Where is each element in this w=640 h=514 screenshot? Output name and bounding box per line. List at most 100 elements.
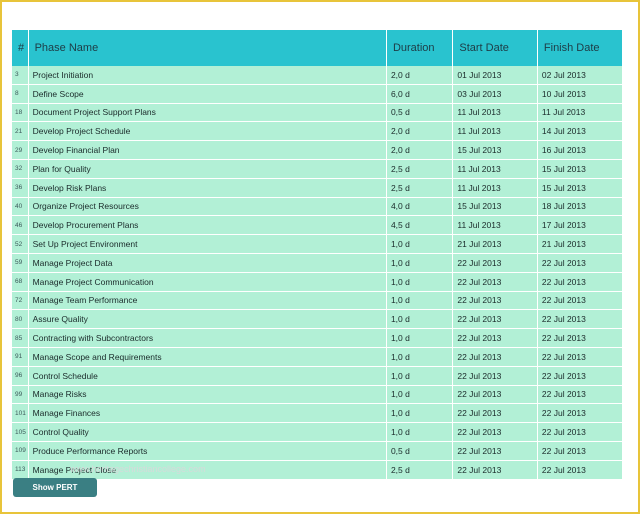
row-number: 59	[12, 253, 29, 273]
table-row[interactable]: 105 Control Quality 1,0 d 22 Jul 2013 22 Jul…	[12, 422, 622, 442]
table-row[interactable]: 40 Organize Project Resources 4,0 d 15 Jul …	[12, 197, 622, 217]
table-row[interactable]: 109 Produce Performance Reports 0,5 d 22 Ju…	[12, 441, 622, 461]
duration-cell: 1,0 d	[386, 328, 454, 348]
table-row[interactable]: 32 Plan for Quality 2,5 d 11 Jul 2013 15 Jul…	[12, 159, 622, 179]
table-row[interactable]: 59 Manage Project Data 1,0 d 22 Jul 2013 22 …	[12, 253, 622, 273]
duration-cell: 1,0 d	[386, 366, 454, 386]
table-row[interactable]: 72 Manage Team Performance 1,0 d 22 Jul 201…	[12, 291, 622, 311]
row-number: 85	[12, 328, 29, 348]
phase-name-cell: Document Project Support Plans	[28, 103, 387, 123]
row-number: 29	[12, 140, 29, 160]
phase-name-cell: Assure Quality	[28, 309, 387, 330]
finish-date-cell: 11 Jul 2013	[537, 103, 622, 123]
finish-date-cell: 10 Jul 2013	[537, 84, 622, 104]
table-row[interactable]: 52 Set Up Project Environment 1,0 d 21 Jul …	[12, 234, 622, 254]
phase-name-cell: Define Scope	[28, 84, 387, 104]
phase-name-cell: Develop Procurement Plans	[28, 215, 387, 236]
finish-date-cell: 16 Jul 2013	[537, 140, 622, 160]
row-number: 8	[12, 84, 29, 104]
finish-date-cell: 22 Jul 2013	[537, 272, 622, 292]
header-phase-name[interactable]: Phase Name	[28, 30, 387, 66]
finish-date-cell: 14 Jul 2013	[537, 121, 622, 142]
start-date-cell: 15 Jul 2013	[452, 197, 538, 217]
start-date-cell: 22 Jul 2013	[452, 272, 538, 292]
phase-name-cell: Manage Project Communication	[28, 272, 387, 292]
table-header: # Phase Name Duration Start Date Finish …	[12, 30, 622, 66]
phase-name-cell: Manage Scope and Requirements	[28, 347, 387, 367]
table-row[interactable]: 99 Manage Risks 1,0 d 22 Jul 2013 22 Jul 201…	[12, 385, 622, 405]
row-number: 96	[12, 366, 29, 386]
row-number: 105	[12, 422, 29, 442]
header-duration[interactable]: Duration	[386, 30, 454, 66]
start-date-cell: 22 Jul 2013	[452, 328, 538, 348]
phase-name-cell: Manage Project Close	[28, 460, 387, 480]
finish-date-cell: 22 Jul 2013	[537, 403, 622, 424]
finish-date-cell: 22 Jul 2013	[537, 347, 622, 367]
duration-cell: 1,0 d	[386, 309, 454, 330]
table-row[interactable]: 80 Assure Quality 1,0 d 22 Jul 2013 22 Jul 2…	[12, 309, 622, 330]
table-row[interactable]: 29 Develop Financial Plan 2,0 d 15 Jul 2013…	[12, 140, 622, 160]
duration-cell: 2,0 d	[386, 121, 454, 142]
finish-date-cell: 22 Jul 2013	[537, 422, 622, 442]
phase-table-container: # Phase Name Duration Start Date Finish …	[12, 30, 622, 480]
start-date-cell: 22 Jul 2013	[452, 403, 538, 424]
duration-cell: 2,0 d	[386, 140, 454, 160]
table-row[interactable]: 96 Control Schedule 1,0 d 22 Jul 2013 22 Jul…	[12, 366, 622, 386]
row-number: 68	[12, 272, 29, 292]
start-date-cell: 22 Jul 2013	[452, 385, 538, 405]
start-date-cell: 22 Jul 2013	[452, 253, 538, 273]
table-row[interactable]: 36 Develop Risk Plans 2,5 d 11 Jul 2013 15 J…	[12, 178, 622, 198]
row-number: 36	[12, 178, 29, 198]
phase-name-cell: Manage Risks	[28, 385, 387, 405]
finish-date-cell: 21 Jul 2013	[537, 234, 622, 254]
table-row[interactable]: 68 Manage Project Communication 1,0 d 22 Ju…	[12, 272, 622, 292]
finish-date-cell: 22 Jul 2013	[537, 291, 622, 311]
phase-name-cell: Control Quality	[28, 422, 387, 442]
duration-cell: 4,0 d	[386, 197, 454, 217]
table-row[interactable]: 85 Contracting with Subcontractors 1,0 d 22…	[12, 328, 622, 348]
row-number: 18	[12, 103, 29, 123]
table-row[interactable]: 113 Manage Project Close 2,5 d 22 Jul 2013 2…	[12, 460, 622, 480]
finish-date-cell: 22 Jul 2013	[537, 366, 622, 386]
table-row[interactable]: 101 Manage Finances 1,0 d 22 Jul 2013 22 Jul…	[12, 403, 622, 424]
phase-name-cell: Control Schedule	[28, 366, 387, 386]
duration-cell: 2,5 d	[386, 159, 454, 179]
phase-name-cell: Develop Risk Plans	[28, 178, 387, 198]
show-pert-button[interactable]: Show PERT	[13, 478, 97, 497]
header-finish-date[interactable]: Finish Date	[537, 30, 622, 66]
header-row: # Phase Name Duration Start Date Finish …	[12, 30, 622, 66]
row-number: 3	[12, 66, 29, 85]
watermark-text: www.heritagechristiancollege.com	[70, 464, 206, 474]
duration-cell: 1,0 d	[386, 253, 454, 273]
phase-name-cell: Manage Team Performance	[28, 291, 387, 311]
duration-cell: 1,0 d	[386, 347, 454, 367]
start-date-cell: 11 Jul 2013	[452, 159, 538, 179]
finish-date-cell: 22 Jul 2013	[537, 253, 622, 273]
table-row[interactable]: 46 Develop Procurement Plans 4,5 d 11 Jul 2…	[12, 215, 622, 236]
table-row[interactable]: 18 Document Project Support Plans 0,5 d 11 …	[12, 103, 622, 123]
duration-cell: 1,0 d	[386, 291, 454, 311]
duration-cell: 6,0 d	[386, 84, 454, 104]
duration-cell: 1,0 d	[386, 422, 454, 442]
phase-name-cell: Plan for Quality	[28, 159, 387, 179]
table-body: 3 Project Initiation 2,0 d 01 Jul 2013 02 Ju…	[12, 66, 622, 480]
header-num[interactable]: #	[12, 30, 29, 66]
start-date-cell: 22 Jul 2013	[452, 347, 538, 367]
phase-name-cell: Develop Financial Plan	[28, 140, 387, 160]
table-row[interactable]: 21 Develop Project Schedule 2,0 d 11 Jul 20…	[12, 121, 622, 142]
phase-name-cell: Manage Project Data	[28, 253, 387, 273]
finish-date-cell: 18 Jul 2013	[537, 197, 622, 217]
duration-cell: 0,5 d	[386, 441, 454, 461]
duration-cell: 2,5 d	[386, 178, 454, 198]
duration-cell: 2,0 d	[386, 66, 454, 85]
start-date-cell: 11 Jul 2013	[452, 121, 538, 142]
finish-date-cell: 15 Jul 2013	[537, 178, 622, 198]
phase-name-cell: Produce Performance Reports	[28, 441, 387, 461]
start-date-cell: 11 Jul 2013	[452, 215, 538, 236]
header-start-date[interactable]: Start Date	[452, 30, 538, 66]
table-row[interactable]: 91 Manage Scope and Requirements 1,0 d 22 J…	[12, 347, 622, 367]
table-row[interactable]: 8 Define Scope 6,0 d 03 Jul 2013 10 Jul 2013	[12, 84, 622, 104]
table-row[interactable]: 3 Project Initiation 2,0 d 01 Jul 2013 02 Ju…	[12, 66, 622, 85]
row-number: 72	[12, 291, 29, 311]
phase-name-cell: Set Up Project Environment	[28, 234, 387, 254]
